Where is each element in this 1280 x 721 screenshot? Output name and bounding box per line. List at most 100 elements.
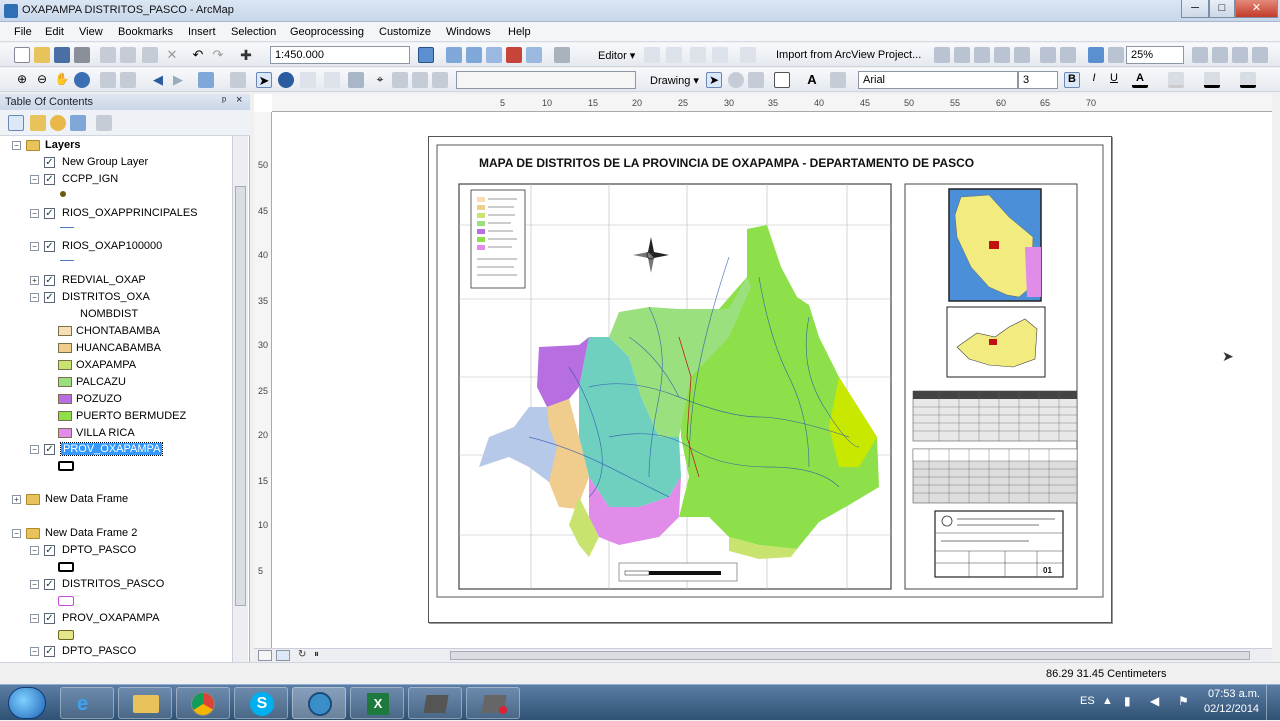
hscroll-thumb[interactable] xyxy=(450,651,1250,660)
collapse-icon[interactable]: − xyxy=(30,580,39,589)
edit-vertices-drawing-icon[interactable] xyxy=(830,72,846,88)
tray-expand-icon[interactable]: ▲ xyxy=(1102,695,1113,707)
menu-edit[interactable]: Edit xyxy=(45,26,64,38)
minimize-button[interactable]: ─ xyxy=(1181,0,1209,18)
dpto-pasco-row[interactable]: − ✓ DPTO_PASCO xyxy=(0,543,232,559)
pause-draw-icon[interactable]: ⏸ xyxy=(314,649,319,660)
layout-zoom-out-icon[interactable] xyxy=(954,47,970,63)
collapse-icon[interactable]: − xyxy=(30,445,39,454)
clock-time[interactable]: 07:53 a.m. xyxy=(1208,688,1260,700)
prov-oxapampa-2-row[interactable]: − ✓ PROV_OXAPAMPA xyxy=(0,611,232,627)
copy-icon[interactable] xyxy=(120,47,136,63)
refresh-icon[interactable]: ↻ xyxy=(298,649,307,660)
legend-class-row[interactable]: VILLA RICA xyxy=(0,426,232,442)
fixed-zoom-in-icon[interactable] xyxy=(1040,47,1056,63)
layers-frame-row[interactable]: − Layers xyxy=(0,138,232,154)
data-view-button[interactable] xyxy=(258,650,272,661)
collapse-icon[interactable]: − xyxy=(30,546,39,555)
visibility-checkbox[interactable]: ✓ xyxy=(44,208,55,219)
visibility-checkbox[interactable]: ✓ xyxy=(44,174,55,185)
layout-icon[interactable] xyxy=(446,47,462,63)
pin-icon[interactable]: ᵖ xyxy=(222,95,227,107)
fixed-zoom-icon[interactable] xyxy=(100,72,116,88)
drawing-menu[interactable]: Drawing ▾ xyxy=(650,75,699,87)
toc-close-icon[interactable]: × xyxy=(236,94,243,106)
menu-selection[interactable]: Selection xyxy=(231,26,277,38)
arcmap-taskbar-icon[interactable] xyxy=(292,687,346,719)
full-extent-icon[interactable] xyxy=(74,72,90,88)
start-button[interactable] xyxy=(8,687,46,719)
rotate-icon[interactable] xyxy=(728,72,744,88)
editor-menu[interactable]: Editor ▾ xyxy=(598,50,636,62)
zoom-whole-page-icon[interactable] xyxy=(994,47,1010,63)
marker-color-icon[interactable] xyxy=(1240,72,1256,88)
collapse-icon[interactable]: − xyxy=(30,614,39,623)
undo-icon[interactable]: ↶ xyxy=(192,47,204,62)
chrome-icon[interactable] xyxy=(176,687,230,719)
file-explorer-icon[interactable] xyxy=(118,687,172,719)
network-icon[interactable]: ▮ xyxy=(1124,694,1131,708)
go-to-xy-icon[interactable] xyxy=(412,72,428,88)
zoom-out-icon[interactable]: ⊖ xyxy=(36,72,48,86)
edit-vertices-icon[interactable] xyxy=(740,47,756,63)
edit-tool-icon[interactable] xyxy=(644,47,660,63)
search-window-icon[interactable] xyxy=(486,47,502,63)
select-drawing-icon[interactable]: ➤ xyxy=(706,72,722,88)
collapse-icon[interactable]: − xyxy=(30,293,39,302)
skype-icon[interactable]: S xyxy=(234,687,288,719)
menu-help[interactable]: Help xyxy=(508,26,531,38)
collapse-icon[interactable]: − xyxy=(12,529,21,538)
rios-principales-row[interactable]: − ✓ RIOS_OXAPPRINCIPALES xyxy=(0,206,232,222)
zoom-in-icon[interactable]: ⊕ xyxy=(16,72,28,86)
visibility-checkbox[interactable]: ✓ xyxy=(44,579,55,590)
fixed-zoom-out-map-icon[interactable] xyxy=(120,72,136,88)
collapse-icon[interactable]: − xyxy=(30,647,39,656)
redvial-row[interactable]: + ✓ REDVIAL_OXAP xyxy=(0,273,232,289)
collapse-icon[interactable]: − xyxy=(30,175,39,184)
layout-pan-icon[interactable] xyxy=(974,47,990,63)
find-route-icon[interactable] xyxy=(392,72,408,88)
map-scale-combo[interactable]: 1:450.000 xyxy=(270,46,410,64)
open-icon[interactable] xyxy=(34,47,50,63)
back-extent-icon[interactable]: ◀ xyxy=(153,72,163,87)
excel-icon[interactable]: X xyxy=(350,687,404,719)
forward-extent-icon[interactable]: ▶ xyxy=(173,72,183,87)
html-popup-icon[interactable] xyxy=(324,72,340,88)
list-by-visibility-icon[interactable] xyxy=(50,115,66,131)
cut-icon[interactable] xyxy=(100,47,116,63)
legend-class-row[interactable]: PUERTO BERMUDEZ xyxy=(0,409,232,425)
font-size-combo[interactable]: 3 xyxy=(1018,71,1058,89)
bold-button[interactable]: B xyxy=(1064,72,1080,88)
scroll-thumb[interactable] xyxy=(235,186,246,606)
visibility-checkbox[interactable]: ✓ xyxy=(44,292,55,303)
volume-icon[interactable]: ◀ xyxy=(1150,694,1160,708)
delete-icon[interactable]: ✕ xyxy=(166,47,178,62)
select-features-icon[interactable] xyxy=(198,72,214,88)
import-arcview-button[interactable]: Import from ArcView Project... xyxy=(776,49,922,61)
layer-selector-combo[interactable] xyxy=(456,71,636,89)
time-slider-icon[interactable] xyxy=(432,72,448,88)
line-color-icon[interactable] xyxy=(1204,72,1220,88)
language-indicator[interactable]: ES xyxy=(1080,695,1095,707)
layout-options-icon[interactable] xyxy=(1252,47,1268,63)
list-by-selection-icon[interactable] xyxy=(70,115,86,131)
legend-class-row[interactable]: CHONTABAMBA xyxy=(0,324,232,340)
legend-class-row[interactable]: POZUZO xyxy=(0,392,232,408)
internet-explorer-icon[interactable]: e xyxy=(60,687,114,719)
show-desktop-button[interactable] xyxy=(1266,685,1280,721)
visibility-checkbox[interactable]: ✓ xyxy=(44,275,55,286)
arcscene-icon[interactable] xyxy=(466,687,520,719)
menu-file[interactable]: File xyxy=(14,26,32,38)
font-combo[interactable]: Arial xyxy=(858,71,1018,89)
change-layout-icon[interactable] xyxy=(1192,47,1208,63)
visibility-checkbox[interactable]: ✓ xyxy=(44,613,55,624)
list-by-drawing-order-icon[interactable] xyxy=(8,115,24,131)
fixed-zoom-out-icon[interactable] xyxy=(1060,47,1076,63)
catalog-icon[interactable] xyxy=(466,47,482,63)
print-icon[interactable] xyxy=(74,47,90,63)
rectangle-icon[interactable] xyxy=(774,72,790,88)
toc-scrollbar[interactable] xyxy=(232,136,248,662)
select-elements-icon[interactable]: ➤ xyxy=(256,72,272,88)
legend-class-row[interactable]: PALCAZU xyxy=(0,375,232,391)
model-builder-icon[interactable] xyxy=(554,47,570,63)
